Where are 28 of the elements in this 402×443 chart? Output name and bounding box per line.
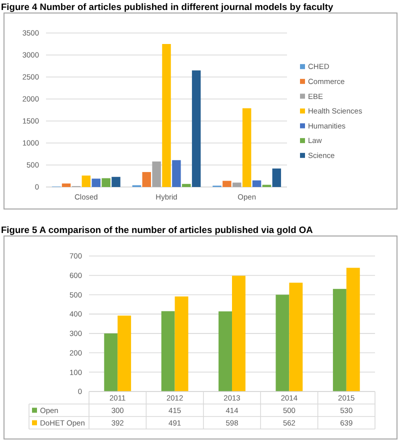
bar xyxy=(332,288,346,392)
bar xyxy=(289,282,303,392)
bar xyxy=(242,108,252,187)
bar xyxy=(252,180,262,187)
bar xyxy=(272,168,282,187)
bar xyxy=(104,333,118,392)
bar xyxy=(346,268,360,392)
chart-title: Figure 5 A comparison of the number of articles published via gold OA xyxy=(1,225,314,235)
bar xyxy=(82,176,91,187)
bar xyxy=(152,161,161,187)
bar xyxy=(222,180,232,187)
chart-title: Figure 4 Number of articles published in different journal models by faculty xyxy=(1,2,334,12)
bar xyxy=(182,184,191,187)
bar xyxy=(162,44,171,187)
bar xyxy=(174,296,188,392)
bar xyxy=(142,172,151,187)
bar xyxy=(102,178,110,187)
bar xyxy=(232,182,242,187)
bar xyxy=(192,70,201,187)
bar xyxy=(172,160,181,187)
bar xyxy=(62,183,71,187)
bar xyxy=(112,176,120,187)
bar xyxy=(118,316,132,392)
bar xyxy=(276,294,290,392)
bar xyxy=(161,311,175,392)
bar xyxy=(232,276,246,392)
bar xyxy=(92,178,100,187)
bar xyxy=(218,311,232,392)
